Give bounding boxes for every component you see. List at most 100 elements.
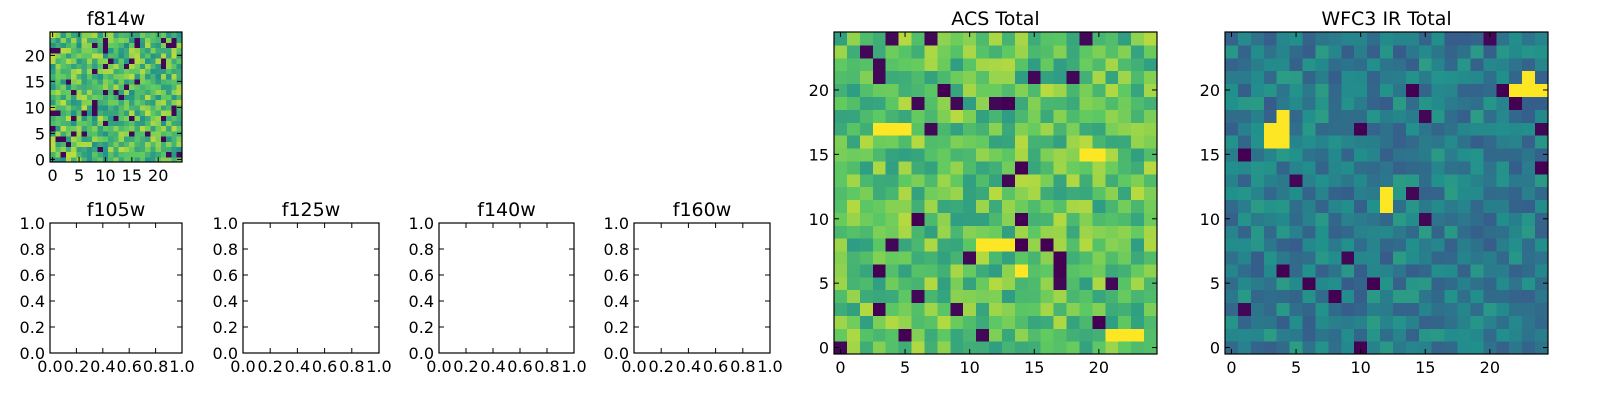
heatmap-cell: [155, 58, 162, 64]
heatmap-cell: [963, 160, 977, 175]
heatmap-cell: [81, 104, 88, 111]
heatmap-cell: [86, 42, 93, 49]
heatmap-cell: [1470, 147, 1484, 162]
heatmap-cell: [1431, 70, 1446, 85]
heatmap-cell: [1522, 70, 1536, 85]
heatmap-cell: [1079, 276, 1093, 291]
heatmap-cell: [1535, 315, 1549, 329]
heatmap-cell: [1066, 263, 1081, 278]
heatmap-cell: [1105, 263, 1119, 278]
heatmap-cell: [924, 44, 938, 59]
heatmap-cell: [1431, 250, 1446, 265]
heatmap-cell: [1535, 341, 1549, 355]
heatmap-cell: [1328, 135, 1342, 149]
heatmap-cell: [1053, 250, 1068, 265]
heatmap-cell: [1509, 135, 1523, 149]
heatmap-cell: [171, 47, 178, 54]
heatmap-cell: [108, 104, 114, 111]
heatmap-cell: [86, 78, 93, 85]
heatmap-cell: [976, 289, 990, 304]
heatmap-cell: [1328, 276, 1342, 291]
y-tick-label: 20: [809, 81, 829, 100]
heatmap-cell: [1066, 341, 1081, 355]
heatmap-cell: [1014, 160, 1029, 175]
heatmap-cell: [1040, 44, 1055, 59]
heatmap-cell: [1315, 109, 1329, 123]
heatmap-cell: [1250, 328, 1265, 342]
heatmap-cell: [1066, 199, 1081, 213]
heatmap-cell: [924, 83, 938, 97]
heatmap-cell: [65, 73, 72, 80]
heatmap-cell: [1522, 302, 1536, 316]
heatmap-cell: [81, 115, 88, 121]
heatmap-cell: [1483, 289, 1497, 304]
heatmap-cell: [171, 32, 178, 38]
heatmap-cell: [60, 130, 67, 137]
heatmap-cell: [86, 156, 93, 163]
heatmap-cell: [1014, 186, 1029, 201]
heatmap-cell: [1367, 44, 1381, 59]
heatmap-cell: [81, 94, 88, 101]
heatmap-cell: [1289, 57, 1304, 72]
heatmap-cell: [102, 73, 109, 80]
heatmap-cell: [123, 130, 130, 137]
heatmap-cell: [1053, 96, 1068, 110]
y-tick-label: 0.0: [213, 344, 238, 363]
heatmap-cell: [113, 37, 120, 43]
heatmap-cell: [859, 109, 874, 123]
heatmap-cell: [1341, 250, 1355, 265]
heatmap-cell: [50, 110, 56, 116]
heatmap-cell: [176, 63, 183, 69]
heatmap-cell: [113, 130, 120, 137]
heatmap-cell: [1315, 328, 1329, 342]
heatmap-cell: [1001, 44, 1016, 59]
heatmap-cell: [176, 120, 183, 127]
x-tick-label: 0.2: [257, 357, 282, 376]
heatmap-cell: [160, 68, 167, 75]
heatmap-cell: [1457, 341, 1472, 355]
heatmap-cell: [1289, 173, 1304, 188]
y-tick-label: 5: [35, 124, 45, 143]
heatmap-cell: [1118, 328, 1132, 342]
heatmap-cell: [989, 186, 1003, 201]
heatmap-cell: [171, 110, 178, 116]
heatmap-cell: [1328, 225, 1342, 239]
heatmap-cell: [1131, 57, 1145, 72]
heatmap-cell: [76, 37, 83, 43]
heatmap-cell: [97, 104, 104, 111]
heatmap-cell: [1470, 57, 1484, 72]
heatmap-cell: [1118, 289, 1132, 304]
heatmap-cell: [134, 151, 141, 158]
y-tick-label: 0.6: [604, 266, 629, 285]
x-tick-label: 0.4: [676, 357, 701, 376]
heatmap-cell: [834, 135, 848, 149]
heatmap-cell: [1105, 122, 1119, 136]
heatmap-cell: [86, 115, 93, 121]
heatmap-cell: [1535, 238, 1549, 252]
heatmap-cell: [1066, 160, 1081, 175]
heatmap-cell: [1367, 173, 1381, 188]
heatmap-cell: [1315, 160, 1329, 175]
heatmap-cell: [1289, 109, 1304, 123]
heatmap-cell: [1496, 212, 1510, 226]
heatmap-cell: [1079, 341, 1093, 355]
x-tick-label: 1.0: [169, 357, 194, 376]
heatmap-cell: [1354, 109, 1368, 123]
heatmap-cell: [937, 238, 951, 252]
heatmap-cell: [118, 125, 125, 132]
heatmap-cell: [150, 104, 157, 111]
heatmap-cell: [1315, 212, 1329, 226]
heatmap-cell: [1367, 315, 1381, 329]
heatmap-cell: [976, 32, 990, 46]
heatmap-cell: [92, 151, 99, 158]
heatmap-cell: [1250, 109, 1265, 123]
heatmap-cell: [1457, 173, 1472, 188]
heatmap-cell: [145, 47, 151, 54]
heatmap-cell: [113, 52, 120, 59]
heatmap-cell: [60, 136, 67, 142]
heatmap-cell: [129, 42, 136, 49]
heatmap-cell: [139, 99, 146, 106]
heatmap-cell: [1105, 341, 1119, 355]
heatmap-cell: [1405, 44, 1420, 59]
